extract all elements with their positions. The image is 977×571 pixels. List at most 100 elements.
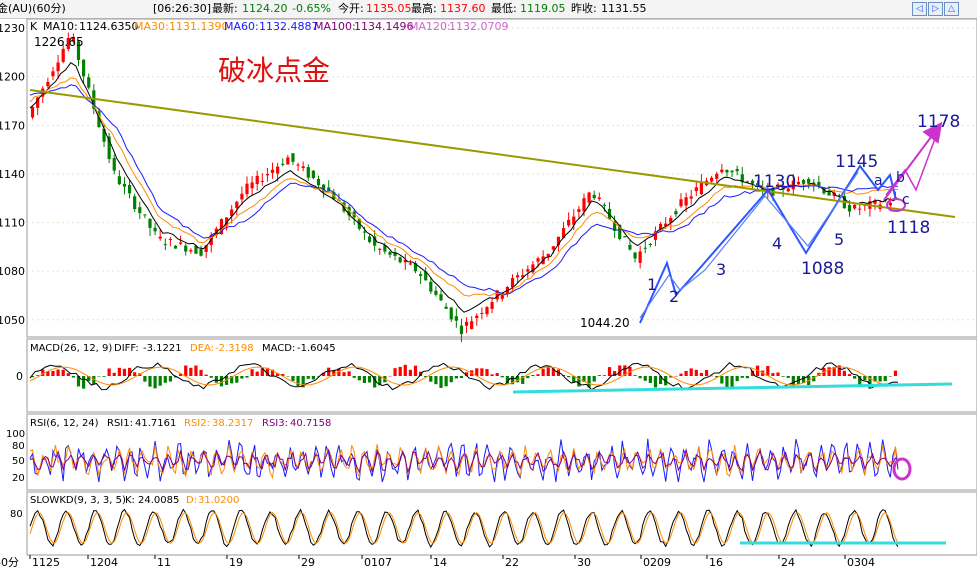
candle-body: [750, 180, 755, 184]
candle-body: [664, 223, 668, 227]
candle-body: [648, 244, 652, 246]
y-tick-label: 1110: [0, 217, 25, 230]
macd-bar: [842, 370, 846, 376]
macd-bar: [388, 375, 392, 377]
candle-body: [587, 192, 591, 203]
macd-bar: [41, 369, 45, 376]
macd-bar: [730, 376, 734, 388]
candle-body: [413, 263, 418, 272]
macd-bar: [97, 376, 101, 377]
macd-bar: [199, 369, 203, 376]
macd-bar: [893, 370, 898, 376]
candle-body: [858, 208, 862, 210]
kd-title: SLOWKD(9, 3, 3, 5): [30, 495, 126, 506]
wave-label-2: 2: [669, 287, 679, 306]
candle-body: [459, 325, 464, 335]
kd-d-value: 31.0200: [198, 495, 239, 506]
candle-body: [260, 180, 264, 182]
macd-diff-value: -3.1221: [143, 343, 182, 354]
candle-body: [56, 62, 60, 72]
candle-body: [725, 170, 729, 173]
candle-body: [577, 209, 581, 212]
candle-body: [699, 182, 704, 195]
macd-bar: [337, 368, 341, 376]
high-value: 1137.60: [440, 2, 486, 15]
rsi3-value: 40.7158: [290, 418, 331, 429]
macd-bar: [582, 376, 586, 382]
candle-body: [265, 174, 270, 176]
nav-right-icon[interactable]: ▷: [928, 2, 943, 16]
candle-body: [638, 251, 642, 263]
macd-bar: [419, 371, 423, 376]
macd-bar: [827, 367, 831, 376]
candle-body: [311, 170, 315, 179]
nav-left-icon[interactable]: ◁: [912, 2, 927, 16]
macd-bar: [725, 376, 729, 389]
candle-body: [781, 186, 785, 190]
candle-body: [230, 209, 234, 217]
legend-ma30-label: MA30:: [134, 20, 169, 33]
macd-bar: [71, 376, 75, 378]
macd-bar: [801, 376, 806, 384]
candle-body: [373, 236, 377, 246]
candle-body: [847, 204, 852, 212]
candle-body: [873, 200, 877, 204]
rsi2-value: 38.2317: [212, 418, 253, 429]
macd-bar: [286, 376, 290, 377]
macd-bar: [832, 367, 836, 376]
macd-bar: [378, 376, 382, 386]
macd-bar: [459, 376, 464, 379]
macd-bar: [536, 374, 540, 376]
candle-body: [480, 312, 484, 314]
candle-body: [306, 167, 310, 178]
macd-bar: [373, 376, 377, 388]
candle-body: [378, 248, 382, 250]
candle-body: [567, 219, 571, 226]
macd-bar: [163, 376, 167, 383]
legend-ma100-label: MA100:: [314, 20, 356, 33]
rsi-tick-20: 20: [12, 473, 25, 484]
ma-line-ma30: [29, 77, 899, 297]
rsi1-value: 41.7161: [135, 418, 176, 429]
macd-bar: [332, 370, 336, 376]
macd-bar: [66, 373, 70, 376]
macd-bar: [230, 376, 234, 384]
candle-body: [301, 166, 305, 169]
open-value: 1135.05: [366, 2, 412, 15]
macd-bar: [597, 375, 601, 376]
macd-bar: [648, 376, 652, 383]
nav-up-icon[interactable]: △: [944, 2, 959, 16]
candle-body: [674, 211, 678, 215]
x-tick-label: 16: [709, 556, 723, 569]
macd-bar: [342, 372, 346, 376]
macd-bar: [618, 365, 622, 376]
kd-panel-frame: [26, 491, 977, 556]
x-tick-label: 1204: [90, 556, 118, 569]
candle-body: [71, 37, 75, 42]
candle-body: [434, 290, 438, 295]
macd-bar: [434, 376, 438, 385]
macd-bar: [352, 376, 356, 378]
macd-zero-label: 0: [16, 370, 23, 383]
candle-body: [189, 250, 193, 252]
wave-label-c: c: [902, 192, 910, 208]
candle-body: [439, 294, 443, 301]
candle-body: [327, 187, 331, 191]
macd-support-line: [512, 382, 953, 394]
candle-body: [643, 247, 647, 249]
macd-bar: [602, 375, 607, 376]
macd-bar: [173, 376, 178, 378]
candle-body: [521, 275, 525, 278]
candle-body: [444, 306, 448, 309]
candle-body: [745, 181, 749, 183]
rsi-tick-80: 80: [12, 441, 25, 452]
candle-body: [720, 169, 724, 173]
candle-body: [556, 236, 561, 246]
kd-k-label: K:: [125, 495, 135, 506]
candle-body: [184, 245, 188, 252]
macd-bar: [480, 368, 484, 376]
macd-bar: [357, 376, 361, 381]
macd-bar: [179, 373, 183, 376]
candle-body: [658, 223, 663, 230]
